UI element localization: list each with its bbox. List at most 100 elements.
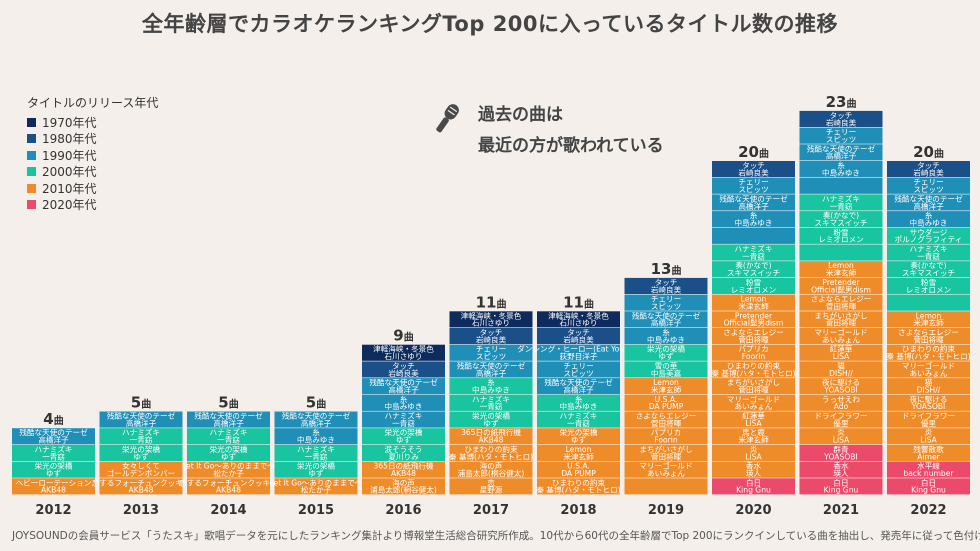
- legend-label: 1970年代: [42, 115, 97, 130]
- bar-segment: [537, 411, 620, 428]
- segment-artist-label: 米津玄師: [563, 451, 594, 461]
- segment-title-label: 猫: [837, 360, 845, 370]
- bar-segment: [712, 461, 795, 478]
- x-tick-label: 2018: [560, 503, 596, 518]
- legend-item-2020s: 2020年代: [27, 197, 158, 214]
- microphone-icon: [436, 104, 459, 133]
- segment-title-label: 恋: [487, 477, 495, 487]
- segment-title-label: サウダージ: [910, 227, 948, 237]
- segment-artist-label: 岩崎良美: [738, 167, 769, 177]
- segment-title-label: ハナミズキ: [35, 444, 73, 454]
- bar-segment: [449, 478, 533, 495]
- segment-title-label: 糸: [925, 210, 933, 220]
- bar-segment: [887, 428, 970, 445]
- bar-segment: [712, 478, 795, 495]
- segment-title-label: 残酷な天使のテーゼ: [107, 411, 176, 421]
- segment-title-label: ドライフラワー: [814, 412, 867, 421]
- bar-segment: [799, 177, 883, 194]
- segment-artist-label: スキマスイッチ: [902, 269, 955, 278]
- bar-segment: [449, 411, 533, 428]
- x-tick-label: 2013: [123, 503, 159, 518]
- legend-item-1990s: 1990年代: [27, 147, 158, 164]
- segment-artist-label: DA PUMP: [561, 469, 596, 478]
- segment-artist-label: 夏川りみ: [388, 452, 419, 461]
- bar-segment: [624, 311, 708, 328]
- bar-segment: [362, 394, 445, 411]
- segment-artist-label: 高橋洋子: [213, 418, 244, 428]
- segment-title-label: 栄光の架橋: [472, 411, 510, 421]
- segment-title-label: 恋するフォーチュンクッキー: [179, 477, 278, 487]
- bar-segment: [537, 378, 620, 395]
- bar-segment: [624, 277, 708, 294]
- bar-segment: [624, 344, 708, 361]
- bar-segment: [799, 411, 883, 428]
- legend-swatch: [27, 200, 36, 210]
- segment-title-label: ドライフラワー: [902, 412, 955, 421]
- segment-artist-label: 一青窈: [305, 451, 328, 461]
- bar-segment: [887, 361, 970, 378]
- bar-segment: [712, 294, 795, 311]
- segment-artist-label: 菅田将暉: [651, 451, 682, 461]
- segment-title-label: 残酷な天使のテーゼ: [282, 411, 351, 421]
- legend-label: 1980年代: [42, 132, 97, 147]
- segment-title-label: 残酷な天使のテーゼ: [194, 411, 263, 421]
- segment-title-label: 粉雪: [746, 277, 762, 287]
- bar-segment: [362, 461, 445, 478]
- legend-item-2010s: 2010年代: [27, 180, 158, 197]
- segment-artist-label: LiSA: [745, 452, 762, 461]
- segment-title-label: Lemon: [653, 378, 679, 387]
- segment-artist-label: YOASOBI: [823, 385, 858, 394]
- segment-artist-label: 中島みゆき: [385, 401, 423, 411]
- segment-title-label: 津軽海峡・冬景色: [373, 344, 434, 354]
- bar-segment: [624, 444, 708, 461]
- segment-title-label: ヘビーローテーション: [16, 478, 92, 487]
- bar-segment: [187, 478, 270, 495]
- bar-segment: [12, 444, 95, 461]
- bar-segment: [887, 294, 970, 311]
- segment-title-label: ハナミズキ: [122, 427, 160, 437]
- segment-title-label: タッチ: [830, 111, 853, 120]
- segment-artist-label: スピッツ: [651, 302, 681, 311]
- bar-segment: [624, 478, 708, 495]
- segment-title-label: タッチ: [392, 361, 415, 370]
- segment-artist-label: 一青窈: [392, 418, 415, 428]
- segment-artist-label: 米津玄師: [913, 318, 944, 328]
- bar-segment: [799, 478, 883, 495]
- segment-title-label: ハナミズキ: [472, 394, 510, 404]
- segment-title-label: ハナミズキ: [385, 411, 423, 421]
- segment-artist-label: 中島美嘉: [651, 368, 682, 378]
- segment-title-label: チェリー: [651, 295, 681, 304]
- bar-segment: [712, 227, 795, 244]
- segment-artist-label: AKB48: [128, 486, 153, 495]
- segment-artist-label: レミオロメン: [906, 285, 952, 294]
- segment-artist-label: LiSA: [745, 419, 762, 428]
- bar-segment: [12, 478, 95, 495]
- segment-artist-label: 岩崎良美: [826, 117, 857, 127]
- segment-artist-label: 石川さゆり: [472, 319, 510, 328]
- segment-artist-label: ゆず: [308, 468, 324, 478]
- segment-artist-label: 石川さゆり: [385, 352, 423, 361]
- bar-segment: [624, 378, 708, 395]
- bar-segment: [799, 461, 883, 478]
- segment-artist-label: AKB48: [391, 469, 416, 478]
- segment-title-label: タッチ: [917, 161, 940, 170]
- segment-title-label: 馬と鹿: [742, 427, 765, 437]
- segment-title-label: ハナミズキ: [210, 427, 248, 437]
- segment-artist-label: ゴールデンボンバー: [107, 468, 175, 478]
- segment-title-label: ひまわりの約束: [464, 444, 518, 454]
- bar-segment: [799, 127, 883, 144]
- segment-artist-label: ゆず: [658, 351, 674, 361]
- bar-segment: [712, 194, 795, 211]
- segment-artist-label: 瑛人: [746, 468, 762, 478]
- segment-title-label: Lemon: [916, 311, 942, 320]
- segment-artist-label: ゆず: [483, 418, 499, 428]
- segment-title-label: ハナミズキ: [822, 193, 860, 203]
- bar-segment: [887, 311, 970, 328]
- segment-artist-label: 秦 基博(ハタ・モトヒロ): [886, 351, 970, 361]
- bar-segment: [887, 227, 970, 244]
- bar-total-label: 5曲: [131, 394, 151, 412]
- segment-artist-label: YOASOBI: [911, 402, 946, 411]
- segment-title-label: 夜に駆ける: [910, 394, 948, 404]
- x-tick-label: 2022: [910, 503, 946, 518]
- segment-title-label: チェリー: [913, 178, 943, 187]
